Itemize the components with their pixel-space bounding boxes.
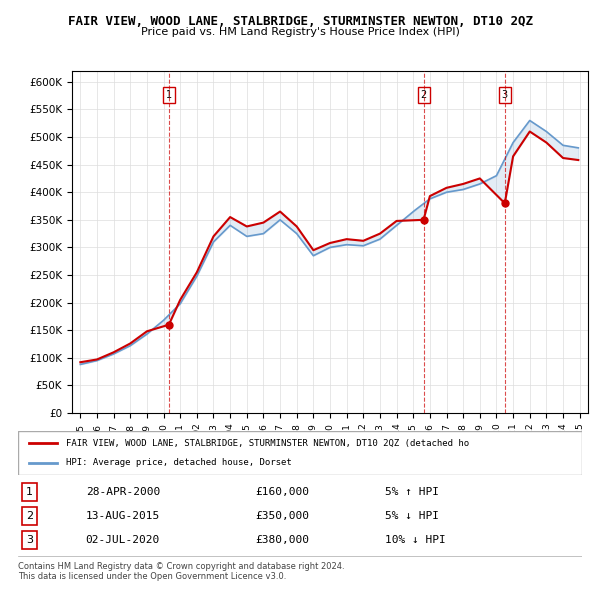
Text: 1: 1 (26, 487, 33, 497)
Text: 3: 3 (26, 535, 33, 545)
Text: Contains HM Land Registry data © Crown copyright and database right 2024.: Contains HM Land Registry data © Crown c… (18, 562, 344, 571)
Text: 10% ↓ HPI: 10% ↓ HPI (385, 535, 445, 545)
Text: FAIR VIEW, WOOD LANE, STALBRIDGE, STURMINSTER NEWTON, DT10 2QZ (detached ho: FAIR VIEW, WOOD LANE, STALBRIDGE, STURMI… (66, 438, 469, 448)
Text: £380,000: £380,000 (255, 535, 309, 545)
Text: £350,000: £350,000 (255, 511, 309, 521)
Text: This data is licensed under the Open Government Licence v3.0.: This data is licensed under the Open Gov… (18, 572, 286, 581)
Text: 5% ↑ HPI: 5% ↑ HPI (385, 487, 439, 497)
Text: 02-JUL-2020: 02-JUL-2020 (86, 535, 160, 545)
Text: 5% ↓ HPI: 5% ↓ HPI (385, 511, 439, 521)
Text: 3: 3 (502, 90, 508, 100)
Text: 2: 2 (421, 90, 427, 100)
Text: 28-APR-2000: 28-APR-2000 (86, 487, 160, 497)
Text: Price paid vs. HM Land Registry's House Price Index (HPI): Price paid vs. HM Land Registry's House … (140, 27, 460, 37)
Text: 2: 2 (26, 511, 33, 521)
Text: HPI: Average price, detached house, Dorset: HPI: Average price, detached house, Dors… (66, 458, 292, 467)
Text: FAIR VIEW, WOOD LANE, STALBRIDGE, STURMINSTER NEWTON, DT10 2QZ: FAIR VIEW, WOOD LANE, STALBRIDGE, STURMI… (67, 15, 533, 28)
Text: £160,000: £160,000 (255, 487, 309, 497)
Text: 13-AUG-2015: 13-AUG-2015 (86, 511, 160, 521)
Text: 1: 1 (166, 90, 172, 100)
FancyBboxPatch shape (18, 431, 582, 475)
